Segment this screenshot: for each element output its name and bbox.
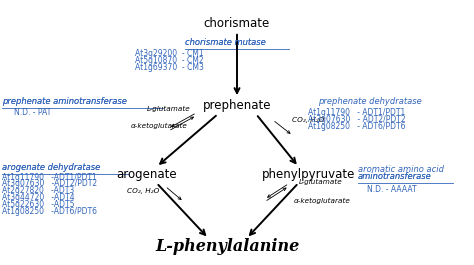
Text: At5g10870  - CM2: At5g10870 - CM2 — [135, 56, 204, 65]
Text: aminotransferase: aminotransferase — [358, 172, 432, 181]
Text: CO₂, H₂O: CO₂, H₂O — [292, 117, 325, 123]
Text: At1g11790   - ADT1/PDT1: At1g11790 - ADT1/PDT1 — [308, 108, 405, 117]
Text: N.D. - PAT: N.D. - PAT — [14, 108, 52, 117]
Text: prephenate aminotransferase: prephenate aminotransferase — [2, 97, 127, 106]
Text: L-glutamate: L-glutamate — [146, 105, 190, 112]
Text: At1g11790   -ADT1/PDT1: At1g11790 -ADT1/PDT1 — [2, 173, 97, 182]
Text: L-glutamate: L-glutamate — [299, 178, 342, 185]
Text: At3g07630   - ADT2/PDT2: At3g07630 - ADT2/PDT2 — [308, 115, 406, 124]
Text: At1g08250   -ADT6/PDT6: At1g08250 -ADT6/PDT6 — [2, 207, 97, 216]
Text: prephenate aminotransferase: prephenate aminotransferase — [2, 97, 127, 106]
Text: L-phenylalanine: L-phenylalanine — [155, 238, 300, 255]
Text: arogenate dehydratase: arogenate dehydratase — [2, 163, 100, 172]
Text: α-ketoglutarate: α-ketoglutarate — [130, 123, 187, 130]
Text: prephenate: prephenate — [203, 99, 271, 113]
Text: α-ketoglutarate: α-ketoglutarate — [294, 197, 351, 204]
Text: At3g29200  - CM1: At3g29200 - CM1 — [135, 48, 204, 58]
Text: arogenate dehydratase: arogenate dehydratase — [2, 163, 100, 172]
Text: phenylpyruvate: phenylpyruvate — [262, 168, 355, 182]
Text: At1g08250   - ADT6/PDT6: At1g08250 - ADT6/PDT6 — [308, 122, 406, 131]
Text: chorismate: chorismate — [204, 17, 270, 30]
Text: CO₂, H₂O: CO₂, H₂O — [127, 188, 159, 194]
Text: At3g44720   -ADT4: At3g44720 -ADT4 — [2, 193, 75, 202]
Text: N.D. - AAAAT: N.D. - AAAAT — [367, 185, 417, 194]
Text: At2g27820   -ADT3: At2g27820 -ADT3 — [2, 186, 74, 195]
Text: chorismate mutase: chorismate mutase — [185, 38, 265, 47]
Text: At5g22630   -ADT5: At5g22630 -ADT5 — [2, 200, 75, 209]
Text: aminotransferase: aminotransferase — [358, 172, 432, 181]
Text: arogenate: arogenate — [117, 168, 177, 182]
Text: At3g07630   -ADT2/PDT2: At3g07630 -ADT2/PDT2 — [2, 179, 98, 188]
Text: At1g69370  - CM3: At1g69370 - CM3 — [135, 63, 204, 72]
Text: prephenate dehydratase: prephenate dehydratase — [318, 97, 421, 106]
Text: chorismate mutase: chorismate mutase — [185, 38, 265, 47]
Text: aromatic amino acid: aromatic amino acid — [358, 165, 444, 174]
